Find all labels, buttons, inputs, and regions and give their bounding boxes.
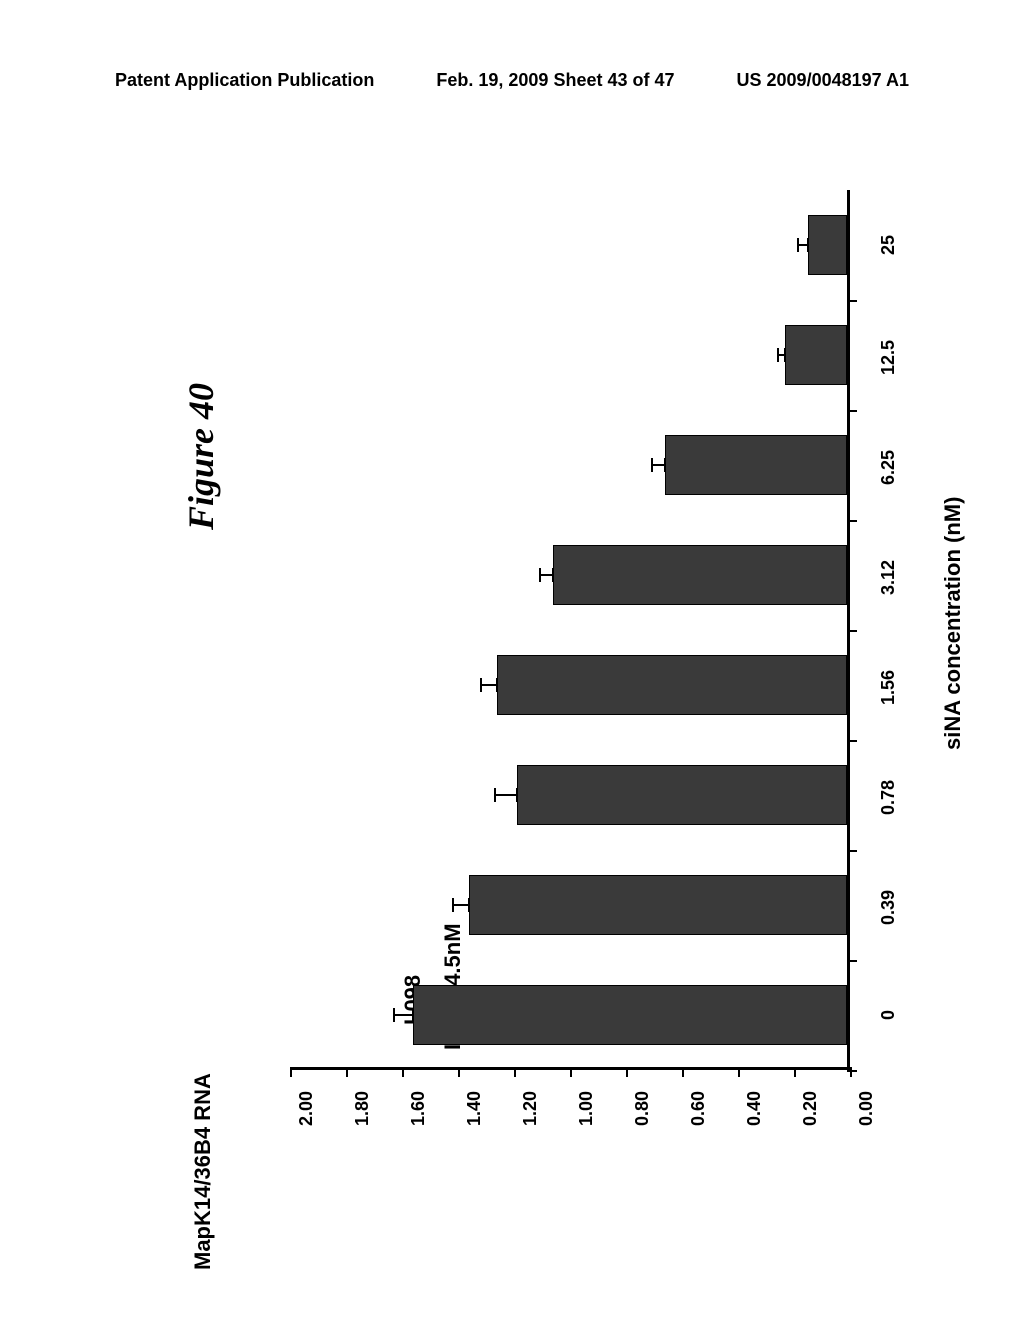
- value-tick-mark: [346, 1067, 348, 1077]
- bar-row: [287, 215, 847, 276]
- error-bar: [777, 354, 785, 356]
- data-bar: [665, 435, 847, 496]
- value-tick-mark: [794, 1067, 796, 1077]
- value-tick-label: 0.40: [744, 1091, 765, 1126]
- data-bar: [469, 875, 847, 936]
- plot-area: 2512.56.253.121.560.780.3900.000.200.400…: [290, 190, 850, 1070]
- category-tick-mark: [847, 410, 857, 412]
- category-label: 3.12: [878, 560, 899, 595]
- category-label: 12.5: [878, 340, 899, 375]
- data-bar: [553, 545, 847, 606]
- data-bar: [497, 655, 847, 716]
- value-tick-mark: [402, 1067, 404, 1077]
- category-tick-mark: [847, 630, 857, 632]
- category-tick-mark: [847, 1070, 857, 1072]
- bar-chart: L098 IC50 = 4.5nM 2512.56.253.121.560.78…: [290, 150, 870, 1150]
- bar-row: [287, 435, 847, 496]
- value-tick-mark: [850, 1067, 852, 1077]
- header-center: Feb. 19, 2009 Sheet 43 of 47: [436, 70, 674, 91]
- value-tick-mark: [458, 1067, 460, 1077]
- value-tick-label: 1.20: [520, 1091, 541, 1126]
- value-tick-mark: [626, 1067, 628, 1077]
- value-tick-mark: [738, 1067, 740, 1077]
- value-tick-label: 1.40: [464, 1091, 485, 1126]
- category-label: 25: [878, 235, 899, 255]
- value-tick-mark: [514, 1067, 516, 1077]
- value-tick-label: 2.00: [296, 1091, 317, 1126]
- bar-row: [287, 875, 847, 936]
- error-bar: [480, 684, 497, 686]
- error-bar: [452, 904, 469, 906]
- header-left: Patent Application Publication: [115, 70, 374, 91]
- error-bar: [651, 464, 665, 466]
- category-tick-mark: [847, 300, 857, 302]
- bar-row: [287, 765, 847, 826]
- value-tick-label: 1.60: [408, 1091, 429, 1126]
- category-tick-mark: [847, 850, 857, 852]
- value-tick-label: 0.00: [856, 1091, 877, 1126]
- value-tick-mark: [682, 1067, 684, 1077]
- error-bar: [539, 574, 553, 576]
- category-tick-mark: [847, 740, 857, 742]
- data-bar: [785, 325, 847, 386]
- data-bar: [413, 985, 847, 1046]
- value-tick-label: 0.80: [632, 1091, 653, 1126]
- bar-row: [287, 545, 847, 606]
- error-bar: [797, 244, 808, 246]
- page-header: Patent Application Publication Feb. 19, …: [0, 70, 1024, 91]
- category-label: 0.78: [878, 780, 899, 815]
- category-label: 6.25: [878, 450, 899, 485]
- figure-title: Figure 40: [180, 383, 222, 530]
- bar-row: [287, 985, 847, 1046]
- category-label: 1.56: [878, 670, 899, 705]
- data-bar: [517, 765, 847, 826]
- category-label: 0.39: [878, 890, 899, 925]
- category-tick-mark: [847, 520, 857, 522]
- x-axis-label: siNA concentration (nM): [940, 497, 966, 750]
- error-bar: [494, 794, 516, 796]
- category-tick-mark: [847, 960, 857, 962]
- value-tick-label: 0.60: [688, 1091, 709, 1126]
- bar-row: [287, 655, 847, 716]
- value-tick-mark: [570, 1067, 572, 1077]
- value-tick-mark: [290, 1067, 292, 1077]
- error-bar: [393, 1014, 413, 1016]
- data-bar: [808, 215, 847, 276]
- bar-row: [287, 325, 847, 386]
- value-tick-label: 0.20: [800, 1091, 821, 1126]
- header-right: US 2009/0048197 A1: [737, 70, 909, 91]
- figure-container: Figure 40 L098 IC50 = 4.5nM 2512.56.253.…: [150, 150, 870, 1200]
- value-tick-label: 1.80: [352, 1091, 373, 1126]
- y-axis-label: MapK14/36B4 RNA: [190, 1073, 216, 1270]
- value-tick-label: 1.00: [576, 1091, 597, 1126]
- category-label: 0: [878, 1010, 899, 1020]
